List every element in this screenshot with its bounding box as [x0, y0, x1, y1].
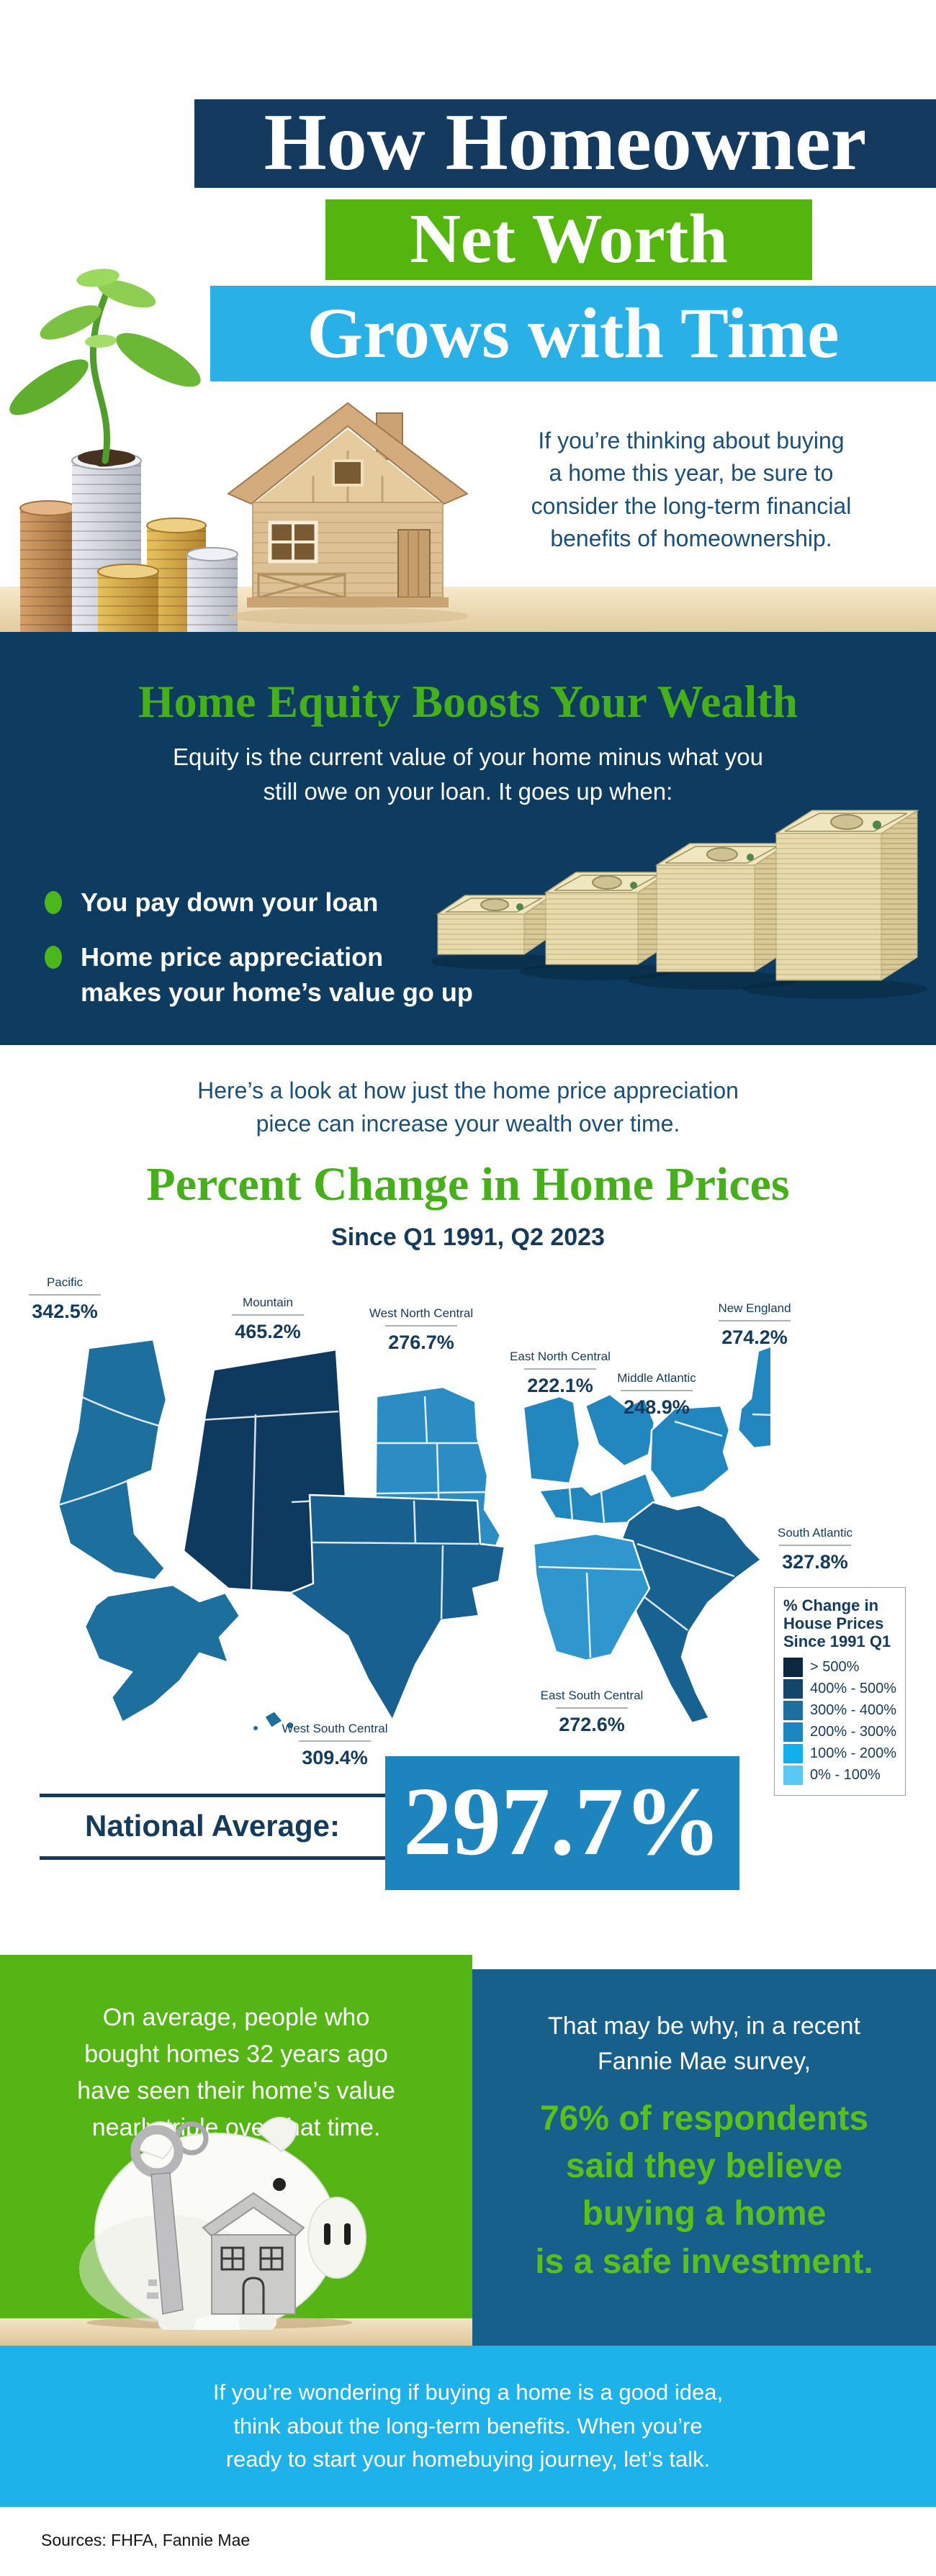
label-underline: [29, 1294, 101, 1296]
legend-swatch: [783, 1701, 803, 1721]
title-line-2: Net Worth: [325, 199, 812, 280]
map-region-pacific: [57, 1338, 168, 1581]
label-underline: [621, 1390, 693, 1391]
legend-row: 0% - 100%: [783, 1766, 898, 1786]
national-average-label: National Average:: [40, 1794, 385, 1860]
region-label-pacific: Pacific 342.5%: [0, 1275, 137, 1323]
legend-row: 100% - 200%: [783, 1744, 898, 1764]
map-region-new-england: [737, 1345, 770, 1450]
survey-intro-text: That may be why, in a recent Fannie Mae …: [547, 2012, 860, 2076]
map-region-hawaii-isle: [287, 1722, 293, 1728]
equity-section: Home Equity Boosts Your Wealth Equity is…: [0, 632, 936, 1045]
sources-text: Sources: FHFA, Fannie Mae: [41, 2531, 251, 2549]
region-label-east-south-central: East South Central 272.6%: [540, 1689, 644, 1735]
map-region-east-south-central: [532, 1532, 651, 1662]
region-label-west-north-central: West North Central 276.7%: [369, 1306, 474, 1353]
label-underline: [556, 1707, 628, 1709]
label-underline: [779, 1545, 851, 1546]
region-label-west-south-central: West South Central 309.4%: [282, 1722, 388, 1768]
equity-bullet-1: You pay down your loan: [45, 885, 378, 921]
cta-text: If you’re wondering if buying a home is …: [212, 2380, 724, 2472]
green-stat-box: On average, people who bought homes 32 y…: [0, 1955, 472, 2346]
legend-swatch: [783, 1744, 803, 1764]
map-region-east-north-central-mi: [584, 1393, 656, 1468]
label-underline: [299, 1740, 371, 1742]
survey-highlight-text: 76% of respondents said they believe buy…: [535, 2100, 873, 2281]
map-region-hawaii: [263, 1709, 284, 1730]
map-heading: Percent Change in Home Prices: [146, 1158, 790, 1211]
blue-stat-box: That may be why, in a recent Fannie Mae …: [472, 1969, 936, 2346]
map-region-south-atlantic: [619, 1501, 762, 1725]
plant-coins-photo: [9, 268, 238, 635]
map-legend: % Change in House Prices Since 1991 Q1 >…: [774, 1587, 906, 1796]
map-region-east-north-central-wi: [522, 1395, 581, 1485]
legend-swatch: [783, 1658, 803, 1678]
title-line-3: Grows with Time: [210, 286, 936, 381]
map-region-middle-atlantic: [649, 1404, 731, 1500]
legend-swatch: [783, 1766, 803, 1786]
legend-row: 200% - 300%: [783, 1722, 898, 1743]
bullet-dot-icon: [45, 946, 62, 969]
equity-heading: Home Equity Boosts Your Wealth: [138, 676, 798, 727]
map-region-alaska: [84, 1583, 241, 1724]
map-region-mountain: [182, 1348, 348, 1597]
region-label-south-atlantic: South Atlantic 327.8%: [778, 1526, 852, 1573]
wooden-house-photo: [227, 402, 468, 625]
piggy-bank-photo: [79, 2117, 366, 2330]
label-underline: [232, 1314, 304, 1316]
money-stacks-photo: [432, 810, 927, 999]
legend-title: % Change in House Prices Since 1991 Q1: [783, 1596, 891, 1651]
national-average-value: 297.7%: [385, 1756, 739, 1890]
cta-banner: If you’re wondering if buying a home is …: [0, 2346, 936, 2507]
region-label-middle-atlantic: Middle Atlantic 248.9%: [617, 1371, 696, 1418]
label-underline: [385, 1325, 457, 1327]
equity-body: Equity is the current value of your home…: [173, 744, 763, 805]
legend-row: 400% - 500%: [783, 1679, 898, 1699]
region-label-mountain: Mountain 465.2%: [181, 1296, 354, 1343]
title-line-1: How Homeowner: [194, 99, 936, 188]
label-underline: [719, 1320, 791, 1321]
legend-row: 300% - 400%: [783, 1701, 898, 1721]
region-label-new-england: New England 274.2%: [718, 1301, 791, 1348]
map-subheading: Since Q1 1991, Q2 2023: [331, 1224, 605, 1251]
map-region-hawaii-isle: [253, 1726, 258, 1730]
region-label-east-north-central: East North Central 222.1%: [510, 1350, 611, 1396]
legend-swatch: [783, 1679, 803, 1699]
bullet-dot-icon: [45, 891, 62, 914]
legend-row: > 500%: [783, 1658, 898, 1678]
map-region-west-south-central: [289, 1493, 506, 1722]
legend-swatch: [783, 1722, 803, 1743]
label-underline: [524, 1368, 596, 1370]
equity-bullet-2: Home price appreciation makes your home’…: [45, 940, 473, 1010]
us-choropleth-map: [57, 1338, 770, 1730]
map-lead-text: Here’s a look at how just the home price…: [197, 1077, 739, 1137]
intro-text: If you’re thinking about buying a home t…: [531, 428, 852, 552]
